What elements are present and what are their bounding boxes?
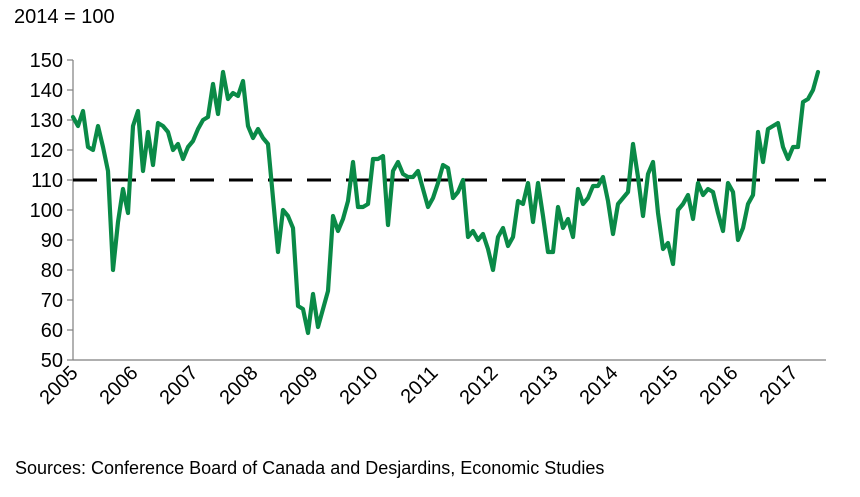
y-tick-label: 70	[41, 290, 63, 312]
x-tick-label: 2006	[96, 362, 143, 409]
x-tick-label: 2012	[456, 362, 503, 409]
y-tick-label: 90	[41, 230, 63, 252]
y-tick-label: 120	[30, 140, 63, 162]
y-tick-label: 130	[30, 110, 63, 132]
unit-label: 2014 = 100	[14, 6, 115, 28]
y-tick-label: 140	[30, 80, 63, 102]
x-tick-label: 2014	[576, 362, 623, 409]
y-tick-label: 60	[41, 320, 63, 342]
y-tick-label: 110	[31, 170, 63, 192]
y-axis: 50 60 70 80 90 100 110 120 130 140 150	[30, 50, 74, 372]
series-group	[70, 69, 821, 336]
y-tick-label: 50	[41, 350, 63, 372]
x-axis: 2005 2006 2007 2008 2009 2010 2011 2012 2013 2014…	[36, 359, 826, 409]
series-line	[70, 69, 821, 336]
x-tick-label: 2013	[516, 362, 563, 409]
x-tick-label: 2009	[276, 362, 323, 409]
y-tick-label: 100	[30, 200, 63, 222]
y-tick-label: 80	[41, 260, 63, 282]
x-tick-label: 2016	[696, 362, 743, 409]
x-tick-label: 2015	[636, 362, 683, 409]
x-tick-label: 2011	[397, 362, 443, 408]
x-tick-label: 2008	[216, 362, 263, 409]
y-tick-label: 150	[30, 50, 63, 72]
x-tick-label: 2017	[756, 362, 803, 409]
source-note: Sources: Conference Board of Canada and …	[15, 458, 605, 478]
x-tick-label: 2010	[336, 362, 383, 409]
x-tick-label: 2007	[156, 362, 203, 409]
